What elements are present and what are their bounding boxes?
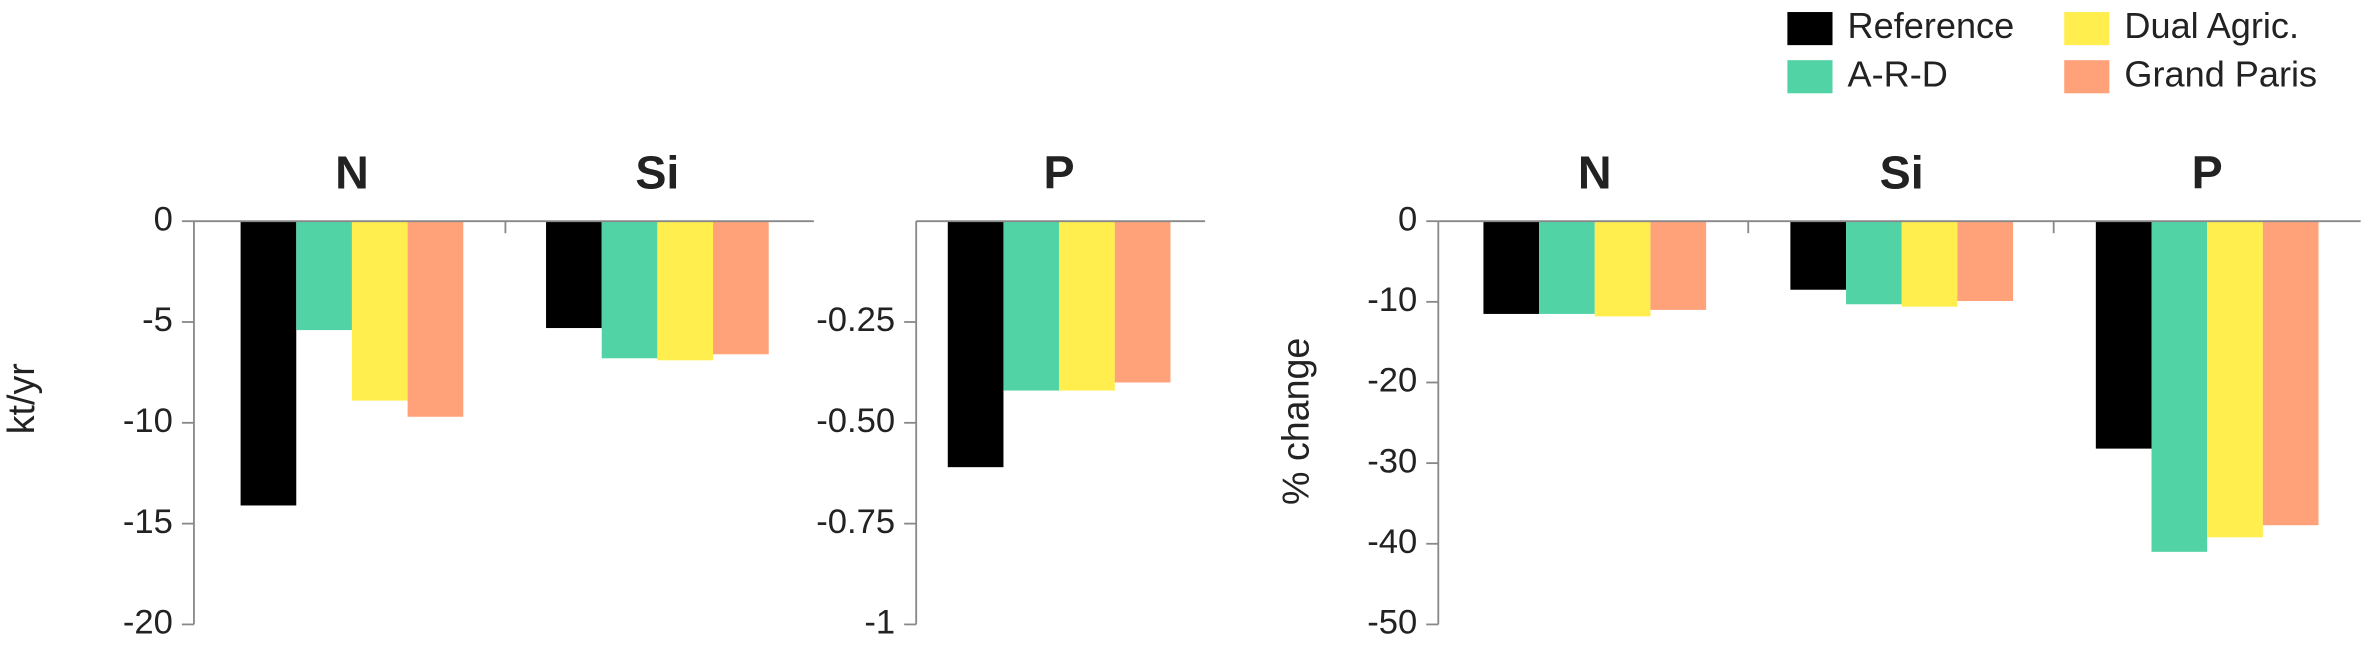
panel-title: N	[335, 146, 369, 198]
bar	[601, 221, 658, 359]
bar	[2207, 221, 2263, 538]
bar	[2262, 221, 2319, 526]
legend-label: A-R-D	[1848, 53, 1948, 94]
legend-label: Grand Paris	[2124, 53, 2317, 94]
legend-swatch	[1787, 60, 1833, 94]
bar	[1003, 221, 1060, 391]
y-tick-label: 0	[1398, 200, 1417, 238]
legend-label: Reference	[1848, 5, 2015, 46]
y-tick-label: -15	[123, 503, 173, 541]
y-tick-label: -1	[864, 604, 895, 642]
y-tick-label: -0.75	[816, 503, 895, 541]
panel-title: N	[1578, 146, 1612, 198]
y-axis-label: kt/yr	[0, 363, 42, 434]
bar	[546, 221, 602, 329]
bar	[713, 221, 769, 355]
y-tick-label: -20	[123, 604, 173, 642]
bar	[2095, 221, 2152, 449]
y-tick-label: -30	[1367, 442, 1417, 480]
panel-title: Si	[635, 146, 679, 198]
legend-swatch	[2064, 12, 2110, 46]
bar	[240, 221, 297, 506]
y-tick-label: -5	[142, 301, 173, 339]
bar	[1539, 221, 1595, 314]
legend-swatch	[1787, 12, 1833, 46]
y-tick-label: -10	[1367, 281, 1417, 319]
panel-title: Si	[1880, 146, 1924, 198]
panel-title: P	[2192, 146, 2223, 198]
panel-title: P	[1044, 146, 1075, 198]
bar	[1114, 221, 1171, 383]
y-tick-label: -0.25	[816, 301, 895, 339]
bar	[1957, 221, 2014, 302]
legend-label: Dual Agric.	[2124, 5, 2299, 46]
bar	[1650, 221, 1707, 310]
bar	[1846, 221, 1902, 305]
bar	[1483, 221, 1540, 314]
y-axis-label: % change	[1274, 338, 1316, 505]
bar	[947, 221, 1004, 468]
y-tick-label: 0	[154, 200, 173, 238]
bar	[1594, 221, 1651, 317]
y-tick-label: -40	[1367, 523, 1417, 561]
y-tick-label: -10	[123, 402, 173, 440]
bar	[1790, 221, 1847, 290]
bar	[657, 221, 714, 361]
bar	[407, 221, 464, 417]
y-tick-label: -50	[1367, 604, 1417, 642]
bar	[296, 221, 352, 331]
bar	[1901, 221, 1958, 307]
y-tick-label: -20	[1367, 362, 1417, 400]
bar	[2151, 221, 2208, 552]
bar	[1059, 221, 1115, 391]
y-tick-label: -0.50	[816, 402, 895, 440]
legend-swatch	[2064, 60, 2110, 94]
bar	[351, 221, 408, 401]
